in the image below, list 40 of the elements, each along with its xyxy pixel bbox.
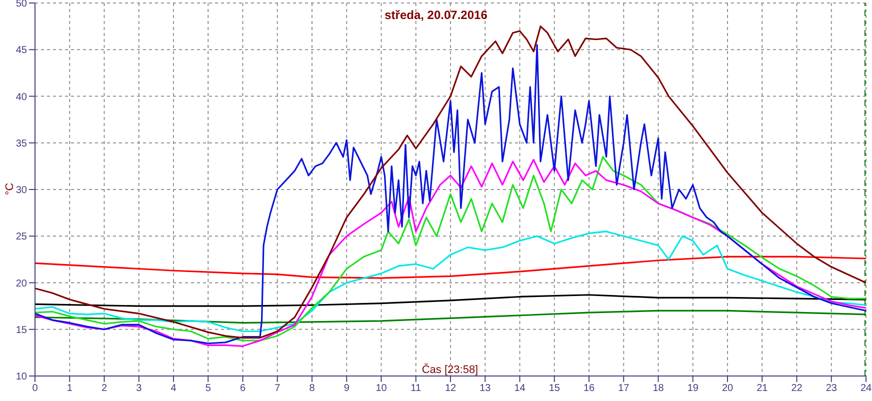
y-tick-label: 10 [16,372,28,383]
y-tick-label: 25 [16,232,28,243]
line-series [35,230,866,332]
x-tick-label: 14 [514,383,526,394]
x-tick-label: 10 [376,383,388,394]
x-tick-label: 16 [583,383,595,394]
x-tick-label: 15 [548,383,560,394]
y-tick-label: 50 [16,0,28,10]
x-tick-label: 18 [652,383,664,394]
y-tick-label: 15 [16,324,28,336]
x-tick-label: 3 [136,383,142,394]
x-tick-label: 5 [205,383,212,394]
x-tick-label: 2 [101,383,108,394]
x-tick-label: 7 [274,383,281,394]
x-tick-label: 13 [480,383,492,394]
x-tick-label: 12 [444,383,456,394]
chart-title: středa, 20.07.2016 [384,8,488,22]
x-axis-title: Čas [23:58] [420,364,480,376]
x-tick-label: 22 [791,383,803,394]
line-series [35,256,866,279]
y-tick-label: 45 [16,45,28,56]
y-tick-label: 35 [16,138,28,150]
x-tick-label: 9 [344,383,350,394]
x-tick-label: 21 [756,383,768,394]
x-tick-label: 11 [410,383,422,394]
y-tick-label: 20 [16,278,28,290]
x-tick-label: 19 [687,383,699,394]
x-tick-label: 1 [66,383,73,394]
x-tick-label: 24 [860,383,872,394]
y-tick-label: 40 [16,92,28,103]
y-axis-title: °C [4,182,16,196]
x-tick-label: 20 [722,383,734,394]
x-tick-label: 23 [826,383,838,394]
x-tick-label: 0 [32,383,38,394]
line-series [35,294,866,307]
x-tick-label: 4 [170,383,177,394]
x-tick-label: 17 [618,383,630,394]
y-tick-label: 30 [16,185,28,196]
x-tick-label: 8 [309,383,316,394]
x-tick-label: 6 [240,383,246,394]
